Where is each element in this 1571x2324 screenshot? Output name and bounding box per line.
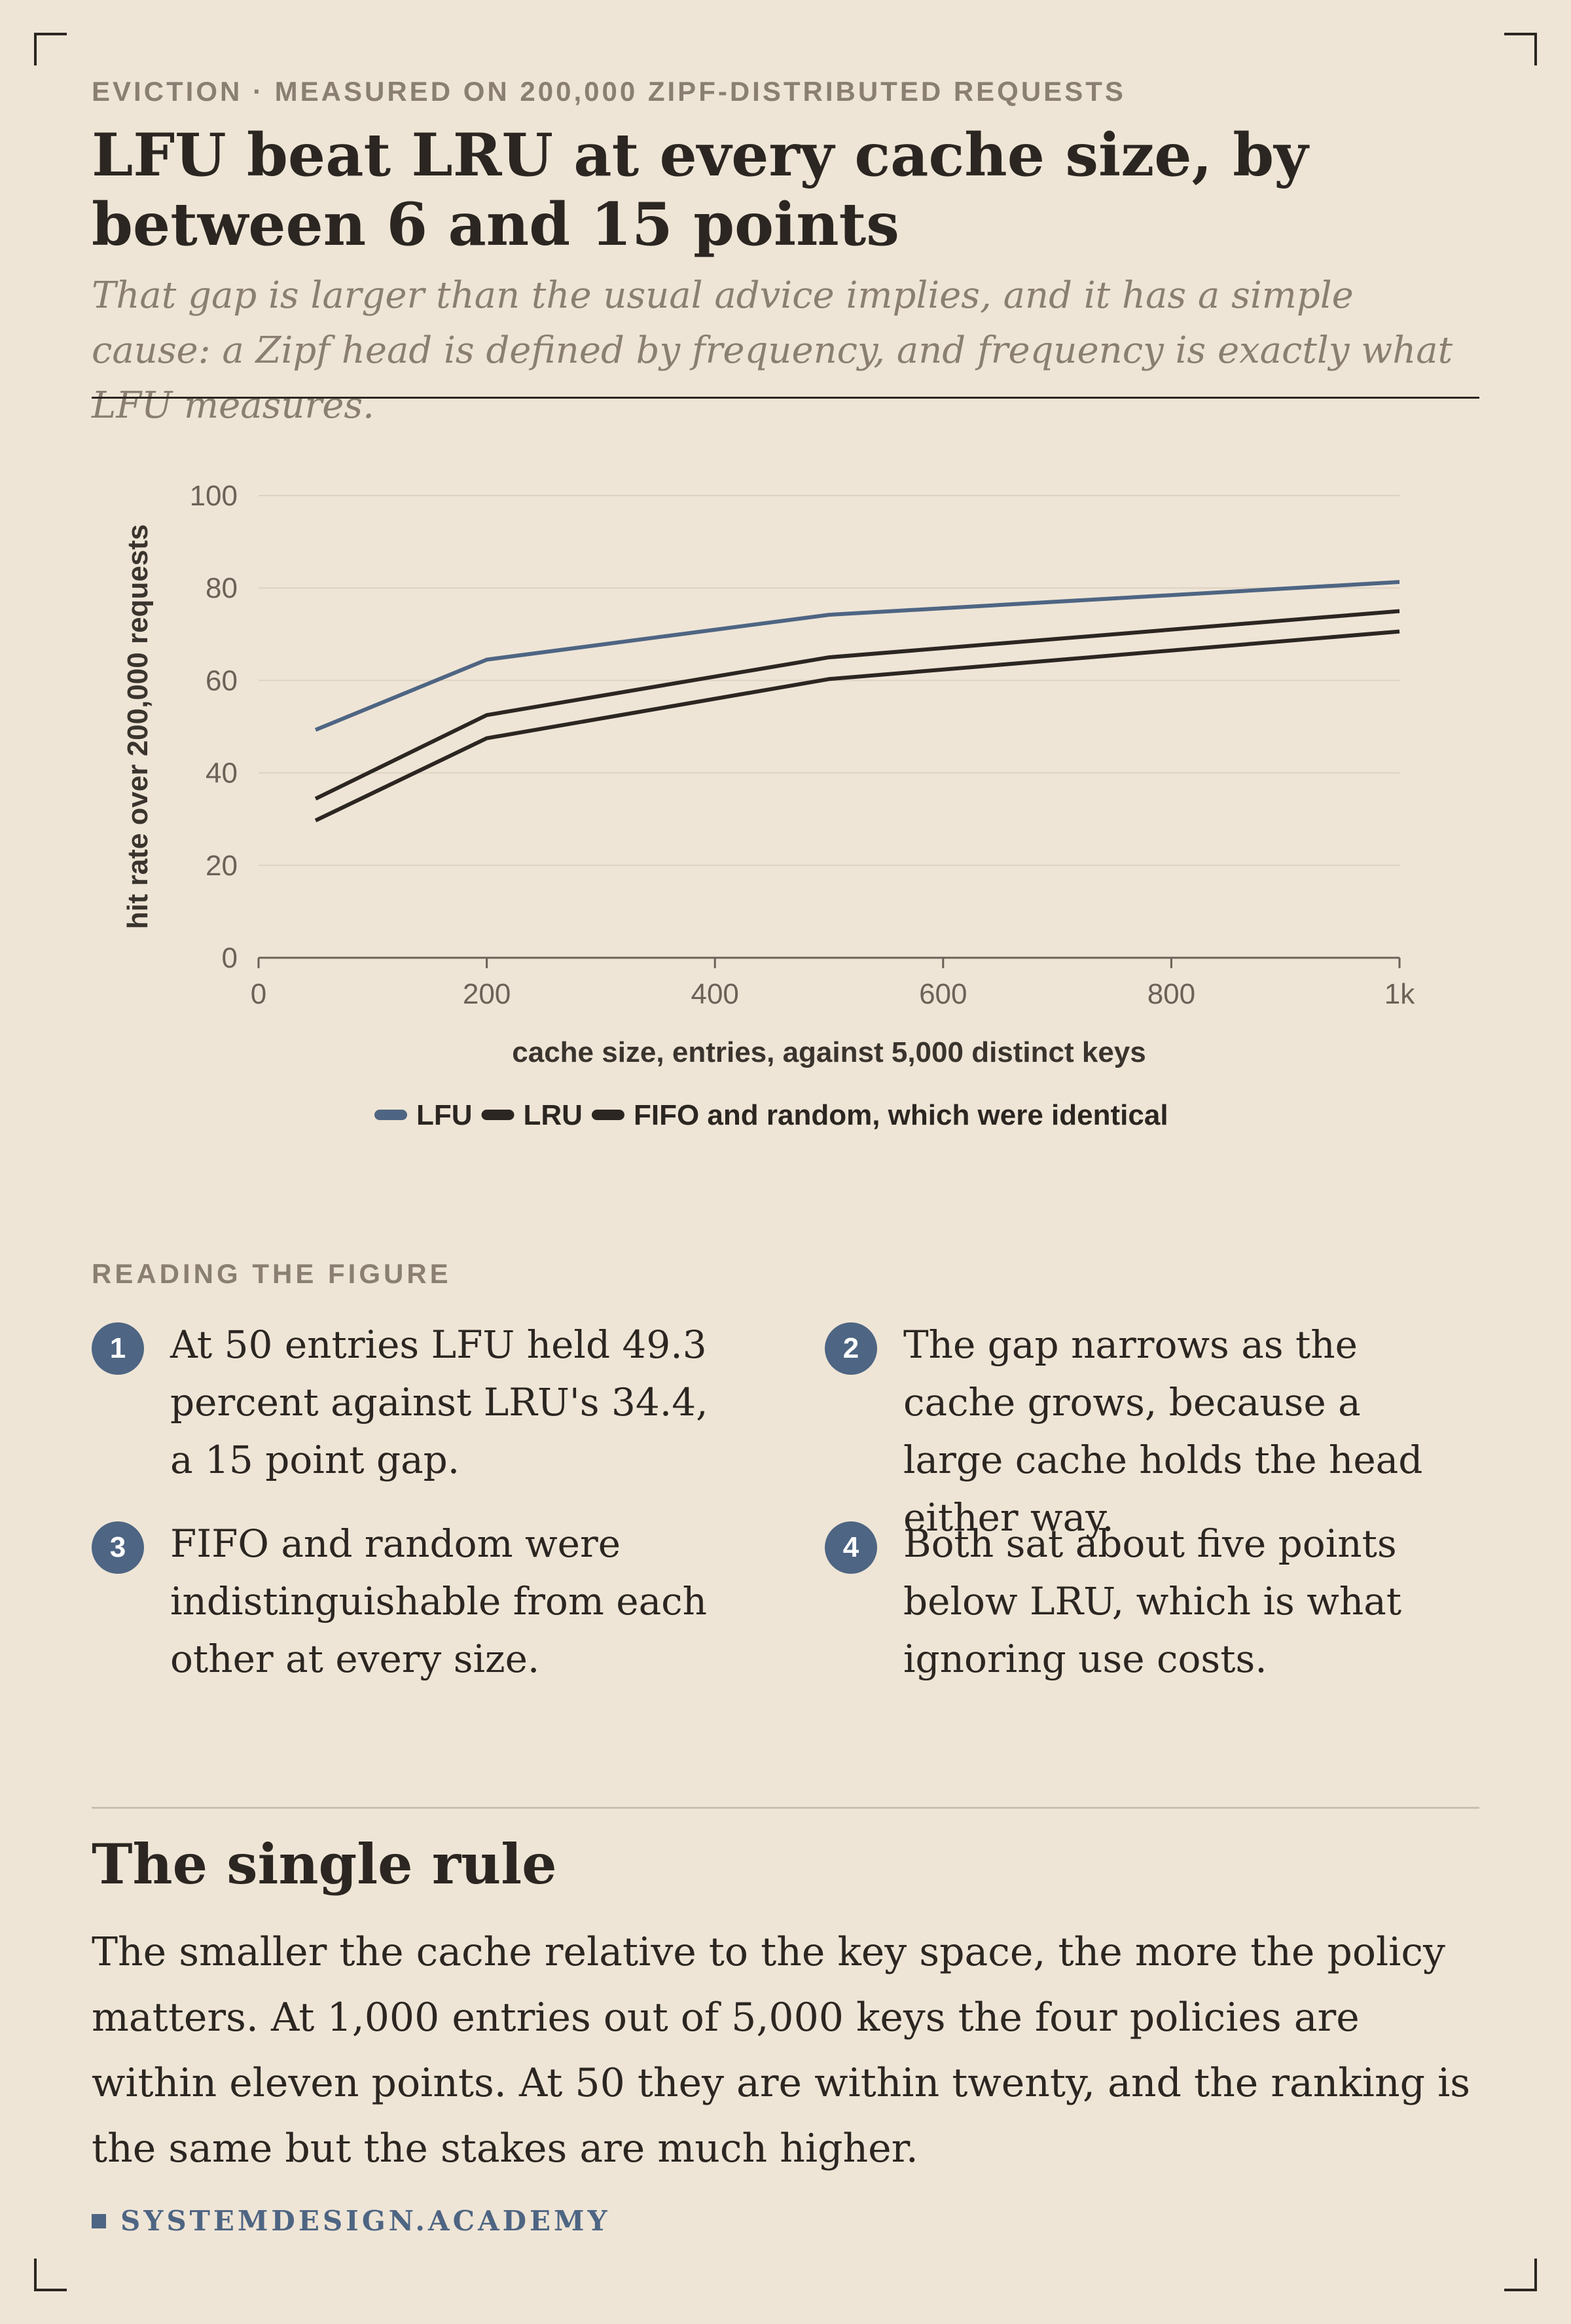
y-axis-ticks: 0 20 40 60 80 100 — [190, 480, 238, 974]
brand-footer: SYSTEMDESIGN.ACADEMY — [92, 2205, 611, 2237]
series-line — [314, 580, 1400, 732]
chart-series — [314, 580, 1400, 823]
x-tick-label: 600 — [919, 978, 967, 1010]
note-number-badge: 1 — [92, 1322, 144, 1375]
rule-body: The smaller the cache relative to the ke… — [92, 1929, 1471, 2171]
line-chart: 0 20 40 60 80 100 0 200 400 600 800 1k hit rate ov… — [122, 480, 1415, 1131]
x-tick-label: 800 — [1147, 978, 1195, 1010]
brand-name: SYSTEMDESIGN.ACADEMY — [120, 2205, 611, 2237]
legend-label: FIFO and random, which were identical — [634, 1099, 1168, 1131]
y-tick-label: 0 — [222, 942, 238, 974]
legend-swatch — [591, 1110, 624, 1120]
note-number-badge: 2 — [825, 1322, 877, 1375]
x-tick-label: 200 — [463, 978, 511, 1010]
series-line — [314, 629, 1400, 823]
y-tick-label: 100 — [190, 480, 238, 512]
y-axis-title: hit rate over 200,000 requests — [122, 524, 154, 930]
x-axis-title: cache size, entries, against 5,000 disti… — [512, 1036, 1146, 1068]
chart-legend: LFU LRU FIFO and random, which were identi… — [374, 1099, 1168, 1131]
header-divider — [92, 397, 1479, 399]
x-tick-label: 0 — [251, 978, 266, 1010]
rule-heading: The single rule — [92, 1832, 557, 1897]
legend-swatch — [481, 1110, 515, 1120]
note-text: Both sat about five points below LRU, wh… — [903, 1521, 1402, 1681]
legend-swatch — [374, 1110, 407, 1120]
corner-mark-top-right — [1504, 33, 1537, 65]
x-axis-ticks: 0 200 400 600 800 1k — [251, 958, 1415, 1010]
section-label-reading: READING THE FIGURE — [92, 1258, 452, 1289]
note-text: At 50 entries LFU held 49.3 percent agai… — [170, 1322, 708, 1482]
y-tick-label: 40 — [206, 757, 238, 790]
section-divider — [92, 1807, 1479, 1809]
y-tick-label: 80 — [206, 572, 238, 604]
legend-label: LFU — [416, 1099, 473, 1131]
note-text: FIFO and random were indistinguishable f… — [170, 1521, 708, 1681]
kicker: EVICTION · MEASURED ON 200,000 ZIPF-DIST… — [92, 76, 1126, 107]
chart-grid — [259, 495, 1399, 866]
y-tick-label: 20 — [206, 850, 238, 882]
x-tick-label: 400 — [691, 978, 738, 1010]
corner-mark-bottom-left — [34, 2259, 67, 2291]
brand-square-icon — [92, 2213, 106, 2228]
page-title: LFU beat LRU at every cache size, by bet… — [92, 120, 1309, 259]
corner-mark-bottom-right — [1504, 2259, 1537, 2291]
note-number-badge: 3 — [92, 1521, 144, 1574]
y-tick-label: 60 — [206, 664, 238, 697]
legend-label: LRU — [524, 1099, 583, 1131]
x-tick-label: 1k — [1384, 978, 1415, 1010]
note-text: The gap narrows as the cache grows, beca… — [903, 1322, 1423, 1540]
note-number-badge: 4 — [825, 1521, 877, 1574]
corner-mark-top-left — [34, 33, 67, 65]
page-subtitle: That gap is larger than the usual advice… — [92, 274, 1453, 427]
series-line — [314, 609, 1400, 801]
